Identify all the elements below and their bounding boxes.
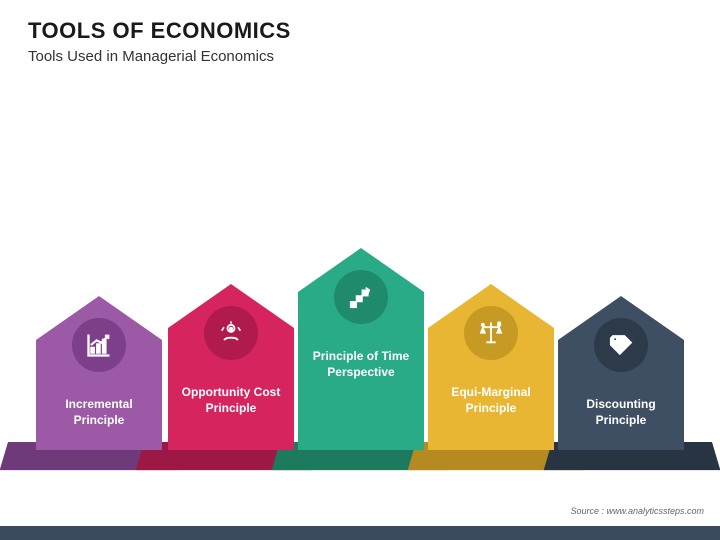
balance-icon: $: [464, 306, 518, 360]
svg-text:$: $: [498, 322, 502, 328]
svg-text:-%: -%: [617, 340, 628, 349]
source-credit: Source : www.analyticssteps.com: [570, 506, 704, 516]
page-title: TOOLS OF ECONOMICS: [28, 18, 692, 44]
pillar-body: Principle of Time Perspective: [298, 292, 424, 450]
pillar-label: Discounting Principle: [566, 396, 676, 428]
pillar-label: Incremental Principle: [44, 396, 154, 428]
page-subtitle: Tools Used in Managerial Economics: [28, 48, 692, 65]
header: TOOLS OF ECONOMICS Tools Used in Manager…: [0, 0, 720, 65]
pillar: Incremental Principle: [36, 296, 162, 450]
infographic-stage: Incremental Principle $ Opportunity Cost P…: [0, 120, 720, 480]
pillar-body: Incremental Principle: [36, 340, 162, 450]
pillar-body: $Opportunity Cost Principle: [168, 328, 294, 450]
pillar-label: Equi-Marginal Principle: [436, 384, 546, 416]
footer-bar: [0, 526, 720, 540]
tag-percent-icon: -%: [594, 318, 648, 372]
pillar: Principle of Time Perspective: [298, 248, 424, 450]
pillar-body: $Equi-Marginal Principle: [428, 328, 554, 450]
hand-coin-icon: $: [204, 306, 258, 360]
chart-up-icon: [72, 318, 126, 372]
pillar: $ Equi-Marginal Principle: [428, 284, 554, 450]
steps-icon: [334, 270, 388, 324]
pillar-label: Opportunity Cost Principle: [176, 384, 286, 416]
pillar-body: -% Discounting Principle: [558, 340, 684, 450]
pillar: -% Discounting Principle: [558, 296, 684, 450]
pillar-label: Principle of Time Perspective: [306, 348, 416, 380]
pillar: $ Opportunity Cost Principle: [168, 284, 294, 450]
